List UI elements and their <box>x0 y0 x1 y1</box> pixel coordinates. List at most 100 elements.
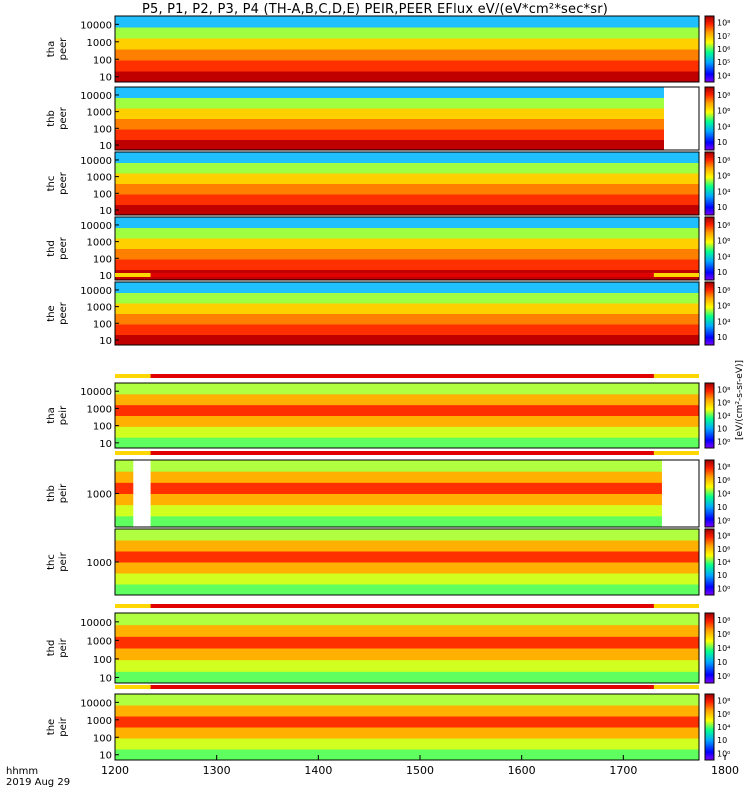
energy-band-thb-peir-0 <box>115 516 699 528</box>
energy-band-thc-peir-0 <box>115 584 699 596</box>
energy-band-thb-peer-1 <box>115 129 699 140</box>
y-tick-label-tha-peir-0: 10000 <box>80 387 112 398</box>
energy-band-thc-peir-5 <box>115 529 699 541</box>
y-tick-label-thb-peir-0: 1000 <box>87 490 112 501</box>
energy-band-thc-peir-2 <box>115 562 699 574</box>
energy-band-tha-peir-4 <box>115 394 699 405</box>
colorbar-units-label: [eV/(cm²-s-sr-eV)] <box>735 360 745 440</box>
colorbar-tick-thd-peer-0: 10⁲ <box>717 268 727 277</box>
y-tick-label-thb-peer-0: 10000 <box>80 91 112 102</box>
panel-ylabel-probe-thd-peer: thd <box>46 240 57 257</box>
colorbar-tick-thc-peer-2: 10⁶ <box>717 172 730 181</box>
panel-ylabel-species-the-peir: peir <box>58 716 69 736</box>
energy-band-thd-peer-1 <box>115 259 699 270</box>
panel-ylabel-probe-tha-peir: tha <box>46 407 57 423</box>
y-tick-label-thc-peer-0: 10000 <box>80 156 112 167</box>
energy-band-thb-peer-4 <box>115 98 699 109</box>
energy-band-tha-peer-3 <box>115 38 699 50</box>
panel-ylabel-probe-thc-peir: thc <box>46 554 57 570</box>
colorbar-tick-the-peir-1: 10⁲ <box>717 736 727 745</box>
energy-band-thd-peir-5 <box>115 613 699 625</box>
panel-ylabel-species-thc-peer: peer <box>58 171 69 195</box>
time-tick-label-6: 1800 <box>711 764 739 777</box>
time-axis-label: hhmm <box>6 766 38 777</box>
energy-band-thc-peir-3 <box>115 551 699 563</box>
colorbar-thb-peir <box>705 460 714 527</box>
energy-band-the-peir-3 <box>115 716 699 728</box>
colorbar-tick-tha-peer-2: 10⁶ <box>717 45 730 54</box>
y-tick-label-tha-peir-3: 10 <box>99 439 112 450</box>
time-tick-label-4: 1600 <box>508 764 536 777</box>
energy-band-thd-peer-5 <box>115 217 699 228</box>
energy-band-thc-peer-1 <box>115 194 699 205</box>
colorbar-tick-tha-peir-1: 10⁲ <box>717 425 727 434</box>
energy-band-tha-peer-1 <box>115 60 699 72</box>
energy-band-the-peer-1 <box>115 324 699 335</box>
colorbar-tick-the-peir-3: 10⁶ <box>717 710 730 719</box>
colorbar-tick-thc-peir-1: 10⁲ <box>717 571 727 580</box>
colorbar-thc-peir <box>705 529 714 595</box>
colorbar-tick-thd-peer-1: 10⁴ <box>717 252 730 261</box>
energy-band-tha-peer-0 <box>115 71 699 83</box>
colorbar-tick-thd-peir-0: 10⁰ <box>717 672 730 681</box>
colorbar-tick-thc-peer-3: 10⁸ <box>717 156 730 165</box>
panel-ylabel-species-the-peer: peer <box>58 301 69 325</box>
energy-band-thb-peir-3 <box>115 482 699 494</box>
panel-ylabel-probe-the-peir: the <box>46 719 57 735</box>
colorbar-tick-thc-peir-4: 10⁸ <box>717 532 730 541</box>
energy-band-thb-peer-0 <box>115 140 699 151</box>
energy-band-thb-peir-1 <box>115 505 699 517</box>
energy-band-tha-peir-1 <box>115 426 699 437</box>
colorbar-tick-the-peir-2: 10⁴ <box>717 723 730 732</box>
state-bar-active-thd-peir <box>151 604 654 608</box>
y-tick-label-tha-peir-2: 100 <box>93 422 112 433</box>
energy-band-the-peer-2 <box>115 314 699 325</box>
energy-band-thb-peir-2 <box>115 494 699 506</box>
colorbar-tick-thd-peer-3: 10⁸ <box>717 221 730 230</box>
energy-band-the-peer-5 <box>115 282 699 293</box>
state-bar-active-thb-peir <box>151 451 654 455</box>
energy-band-thd-peir-1 <box>115 660 699 672</box>
colorbar-tick-thb-peir-4: 10⁸ <box>717 463 730 472</box>
panel-ylabel-probe-thb-peir: thb <box>46 485 57 502</box>
data-gap-thb-peir-1 <box>662 460 705 527</box>
colorbar-tick-tha-peir-4: 10⁸ <box>717 386 730 395</box>
state-bar-active-tha-peir <box>151 374 654 378</box>
colorbar-tick-thb-peir-0: 10⁰ <box>717 516 730 525</box>
energy-band-the-peir-2 <box>115 727 699 739</box>
energy-band-thb-peer-3 <box>115 108 699 119</box>
colorbar-tick-the-peer-1: 10⁴ <box>717 317 730 326</box>
panel-ylabel-probe-the-peer: the <box>46 305 57 321</box>
panel-ylabel-species-thc-peir: peir <box>58 551 69 571</box>
energy-band-thb-peer-2 <box>115 119 699 130</box>
energy-band-thd-peer-2 <box>115 249 699 260</box>
y-tick-label-tha-peer-2: 100 <box>93 55 112 66</box>
colorbar-the-peer <box>705 282 714 345</box>
energy-band-tha-peir-2 <box>115 416 699 427</box>
colorbar-tick-thc-peir-3: 10⁶ <box>717 545 730 554</box>
energy-band-thd-peir-4 <box>115 625 699 637</box>
colorbar-tick-thc-peer-0: 10⁲ <box>717 203 727 212</box>
colorbar-tick-tha-peer-1: 10⁵ <box>717 58 730 67</box>
colorbar-tick-thc-peir-0: 10⁰ <box>717 584 730 593</box>
y-tick-label-thc-peer-2: 100 <box>93 189 112 200</box>
colorbar-tick-thb-peir-1: 10⁲ <box>717 503 727 512</box>
energy-band-tha-peir-0 <box>115 437 699 448</box>
y-tick-label-thc-peer-1: 1000 <box>87 173 112 184</box>
colorbar-thb-peer <box>705 87 714 150</box>
panel-ylabel-species-thd-peir: peir <box>58 637 69 657</box>
y-tick-label-thd-peir-2: 100 <box>93 655 112 666</box>
data-gap-thb-peer-0 <box>664 87 710 150</box>
colorbar-tick-thc-peir-2: 10⁴ <box>717 558 730 567</box>
time-tick-label-0: 1200 <box>101 764 129 777</box>
y-tick-label-thb-peer-1: 1000 <box>87 108 112 119</box>
colorbar-tick-the-peir-0: 10⁰ <box>717 749 730 758</box>
panel-ylabel-probe-thb-peer: thb <box>46 110 57 127</box>
energy-band-thc-peer-5 <box>115 152 699 163</box>
y-tick-label-thd-peer-0: 10000 <box>80 221 112 232</box>
colorbar-tick-thb-peer-3: 10⁸ <box>717 91 730 100</box>
energy-band-the-peer-0 <box>115 335 699 346</box>
panel-ylabel-species-tha-peir: peir <box>58 405 69 425</box>
date-label: 2019 Aug 29 <box>6 777 70 788</box>
